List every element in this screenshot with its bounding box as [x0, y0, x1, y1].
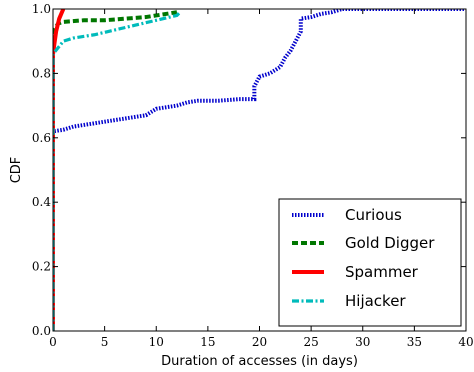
- ticks-layer: 0 5 10 15 20 25 30 35 40 0.0 0.2 0.4 0.6 0.8 1.0: [32, 2, 474, 349]
- legend-label: Hijacker: [345, 292, 406, 310]
- y-tick-label: 0.6: [32, 131, 51, 145]
- y-tick-label: 0.4: [32, 195, 51, 209]
- x-tick-label: 15: [200, 335, 215, 349]
- series-line-curious: [53, 9, 466, 331]
- y-tick-label: 0.0: [32, 324, 51, 338]
- series-line-spammer: [53, 9, 66, 331]
- legend: Curious Gold Digger Spammer Hijacker: [278, 198, 462, 327]
- y-tick-label: 0.2: [32, 260, 51, 274]
- legend-label: Gold Digger: [345, 234, 435, 252]
- x-tick-label: 20: [252, 335, 267, 349]
- series-line-gold-digger: [53, 10, 178, 331]
- series-line-hijacker: [53, 11, 182, 331]
- x-tick-label: 40: [458, 335, 473, 349]
- x-tick-label: 10: [149, 335, 164, 349]
- x-tick-label: 25: [303, 335, 318, 349]
- x-tick-label: 30: [355, 335, 370, 349]
- x-tick-label: 0: [49, 335, 57, 349]
- x-tick-label: 5: [101, 335, 109, 349]
- legend-box: [278, 198, 462, 327]
- series-layer: [53, 9, 466, 331]
- x-axis-title: Duration of accesses (in days): [161, 354, 358, 369]
- y-tick-label: 1.0: [32, 2, 51, 16]
- y-axis-title: CDF: [9, 157, 24, 184]
- legend-label: Spammer: [345, 263, 419, 281]
- legend-label: Curious: [345, 206, 402, 224]
- x-tick-label: 35: [407, 335, 422, 349]
- y-tick-label: 0.8: [32, 66, 51, 80]
